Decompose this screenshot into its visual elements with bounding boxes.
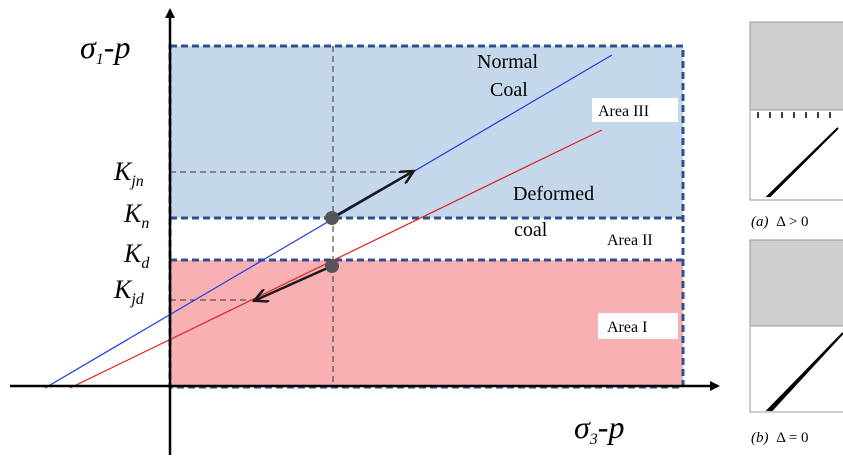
area-iii-label: Area III [598,103,649,120]
normal-label-2: Coal [490,79,528,101]
deformed-label-2: coal [514,219,548,241]
normal-label-1: Normal [477,51,539,73]
panel-a-caption: (a) Δ > 0 [751,214,809,230]
figure: σ1-p σ3-p Kjn Kn Kd Kjd Normal Coal Defo… [0,0,843,464]
kn-label: Kn [123,199,149,232]
kjn-label: Kjn [113,157,144,190]
y-axis-label: σ1-p [80,29,130,68]
area-ii-label: Area II [607,232,653,249]
area-iii-region [170,46,683,218]
kn-point [325,211,339,225]
panel-a-top [750,22,843,110]
deformed-label-1: Deformed [513,183,594,205]
kjd-label: Kjd [113,275,145,308]
panel-b-bottom [750,326,843,412]
panel-b-caption: (b) Δ = 0 [751,430,809,446]
area-i-label: Area I [607,319,647,336]
panel-a-bottom [750,110,843,200]
panel-b-top [750,240,843,326]
x-axis-label: σ3-p [574,409,624,448]
kd-label: Kd [123,239,150,272]
kd-point [325,259,339,273]
